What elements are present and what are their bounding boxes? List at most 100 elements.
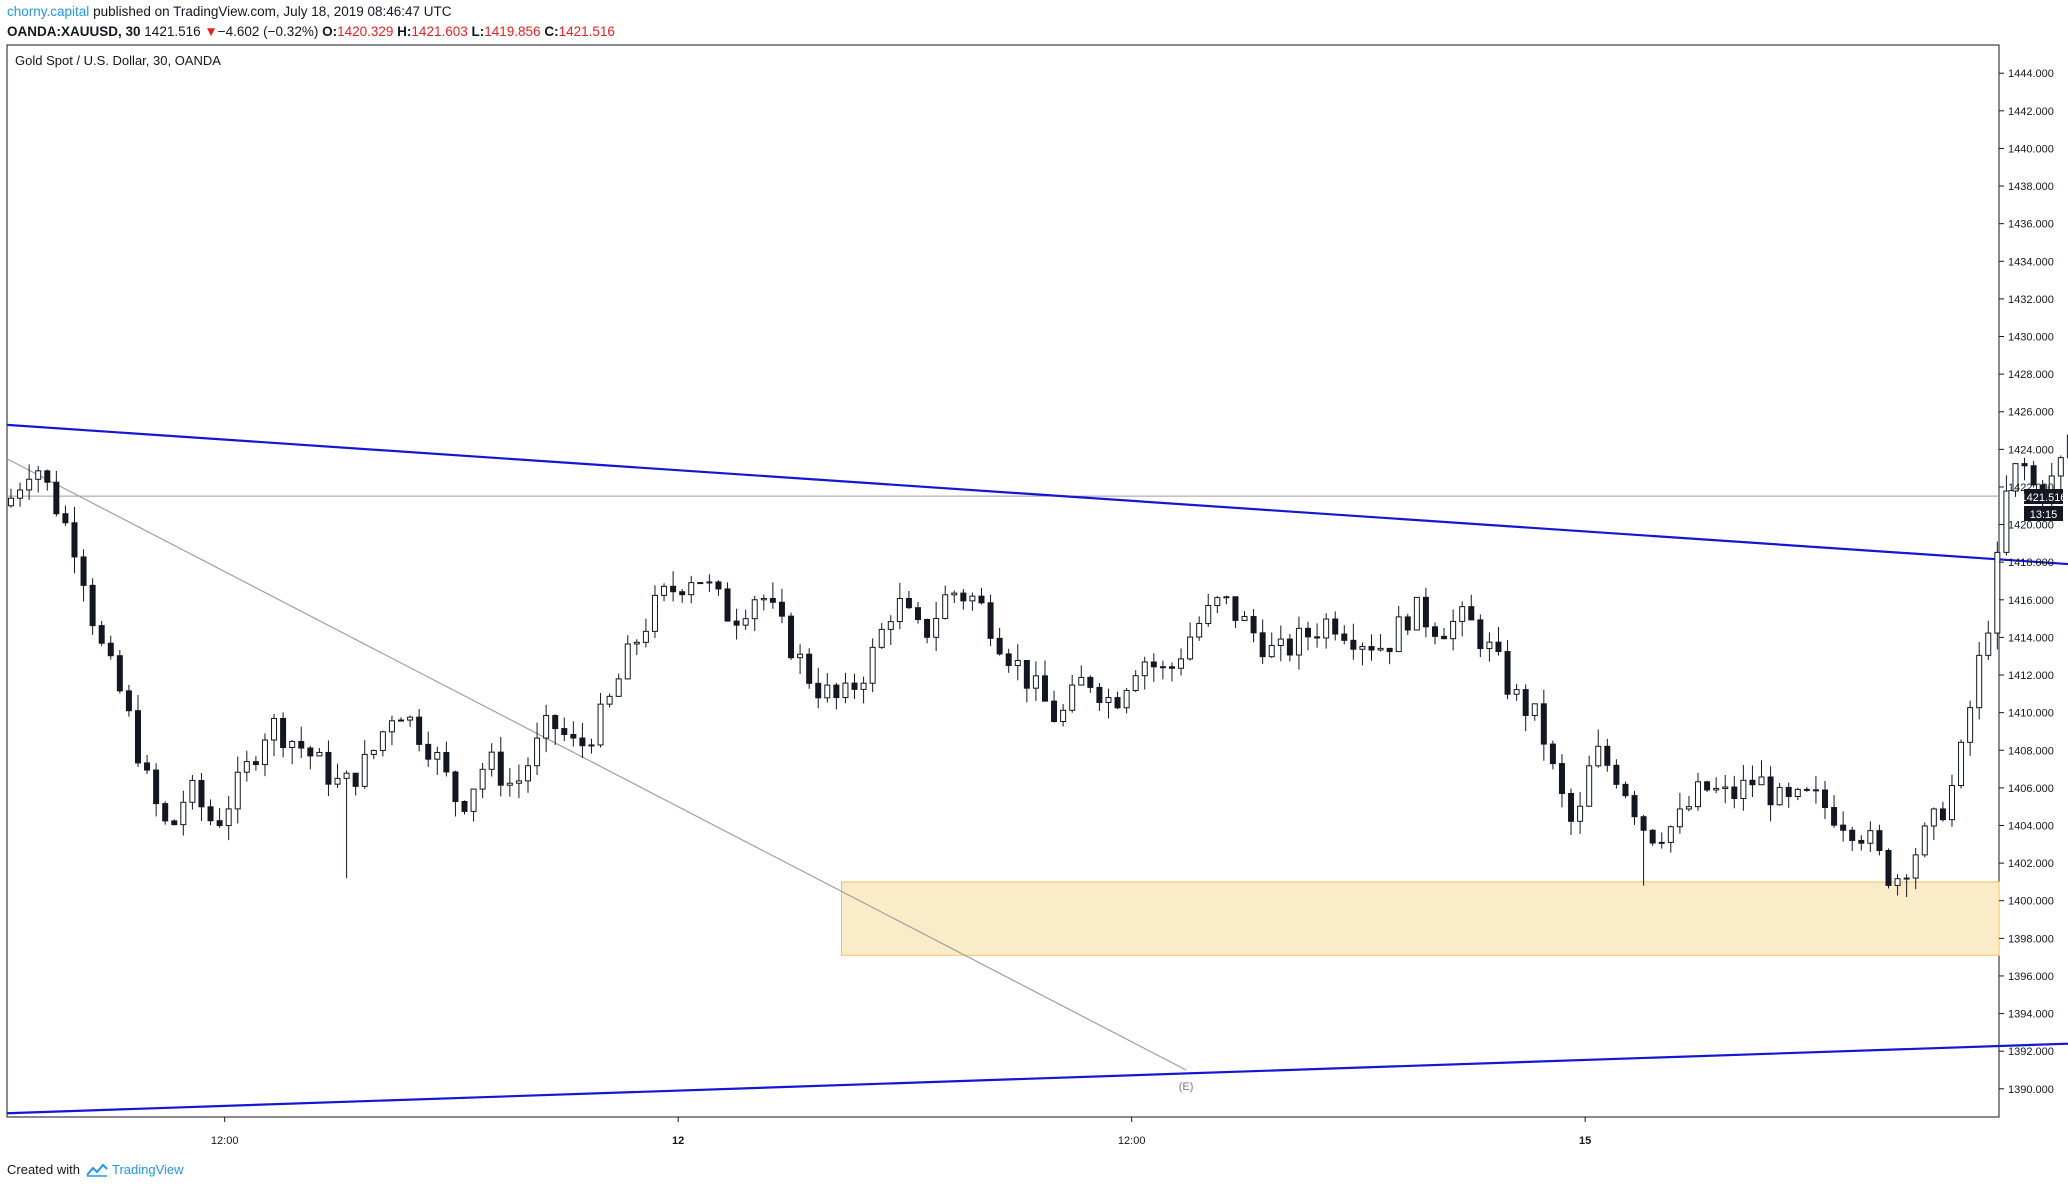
- chart-frame: [6, 44, 2000, 1118]
- symbol-label: OANDA:XAUUSD, 30: [7, 24, 141, 39]
- candle-body: [1812, 789, 1819, 792]
- publish-header: chorny.capital published on TradingView.…: [7, 2, 615, 42]
- candle-body: [1495, 641, 1502, 653]
- candle-body: [679, 591, 686, 596]
- price-tick-label: 1434.000: [2008, 256, 2054, 268]
- candle-body: [697, 582, 704, 585]
- candle-body: [996, 637, 1003, 655]
- drawing-lines-layer: (E): [6, 423, 2068, 1115]
- candle-body: [1994, 551, 2001, 634]
- close-label: C:: [544, 24, 559, 39]
- candle-body: [2057, 457, 2064, 477]
- candle-body: [1005, 653, 1012, 666]
- grey-wave-line: [6, 458, 1187, 1071]
- price-tick-label: 1400.000: [2008, 896, 2054, 908]
- author-link[interactable]: chorny.capital: [7, 4, 90, 19]
- candle-body: [2003, 490, 2010, 553]
- chart-legend-title: Gold Spot / U.S. Dollar, 30, OANDA: [15, 53, 221, 68]
- change-value: −4.602 (−0.32%): [217, 24, 319, 39]
- candle-body: [978, 595, 985, 604]
- candle-body: [806, 653, 813, 684]
- candle-body: [661, 585, 668, 596]
- candle-body: [8, 497, 14, 507]
- candle-body: [1223, 596, 1230, 599]
- price-tick-label: 1436.000: [2008, 219, 2054, 231]
- low-label: L:: [471, 24, 485, 39]
- candle-body: [924, 618, 931, 638]
- price-tick-label: 1426.000: [2008, 407, 2054, 419]
- candle-body: [225, 808, 232, 827]
- candle-body: [1069, 684, 1076, 711]
- candle-body: [715, 581, 722, 590]
- candle-body: [1178, 658, 1185, 669]
- price-tick-label: 1408.000: [2008, 745, 2054, 757]
- candle-body: [1051, 700, 1058, 723]
- candle-body: [1314, 636, 1321, 639]
- candle-body: [933, 618, 940, 638]
- tradingview-logo-icon: [86, 1163, 108, 1177]
- candle-body: [1776, 786, 1783, 806]
- time-tick-label: 12:00: [1118, 1135, 1146, 1147]
- candle-body: [942, 594, 949, 620]
- candle-body: [1441, 635, 1448, 640]
- price-tick-label: 1414.000: [2008, 632, 2054, 644]
- time-axis[interactable]: 12:00 12 12:00 15: [211, 1117, 1591, 1147]
- candle-body: [1395, 616, 1402, 653]
- candle-body: [606, 695, 613, 705]
- candle-body: [1640, 816, 1647, 831]
- candle-body: [1132, 675, 1139, 691]
- candle-body: [162, 803, 169, 822]
- last-price-badge: 1421.516 13:15: [2021, 489, 2066, 521]
- candle-body: [2021, 463, 2028, 467]
- candle-body: [289, 740, 296, 748]
- candle-body: [1041, 675, 1048, 702]
- candle-body: [107, 642, 114, 657]
- candle-body: [552, 715, 559, 730]
- price-axis[interactable]: 1390.000 1392.000 1394.000 1396.000 1398.000…: [1999, 68, 2054, 1096]
- price-tick-label: 1424.000: [2008, 444, 2054, 456]
- candle-body: [497, 751, 504, 786]
- candle-body: [1332, 618, 1339, 635]
- candle-body: [642, 630, 649, 643]
- candle-body: [1695, 781, 1702, 808]
- support-zone-layer: [840, 881, 2000, 956]
- candle-body: [1758, 776, 1765, 786]
- tradingview-brand-link[interactable]: TradingView: [86, 1162, 184, 1177]
- candle-body: [1431, 626, 1438, 637]
- candle-body: [488, 751, 495, 770]
- candle-body: [71, 522, 78, 558]
- candle-body: [1014, 659, 1021, 666]
- time-tick-label: 12: [672, 1135, 684, 1147]
- price-tick-label: 1444.000: [2008, 68, 2054, 80]
- candle-body: [1704, 781, 1711, 791]
- candle-body: [1196, 622, 1203, 638]
- candle-body: [1078, 676, 1085, 686]
- candle-body: [1921, 825, 1928, 856]
- candle-body: [53, 481, 60, 515]
- candle-body: [1123, 689, 1130, 709]
- candle-body: [1540, 703, 1547, 745]
- candle-body: [352, 772, 359, 787]
- candle-body: [198, 779, 205, 808]
- upper-trendline: [6, 423, 2068, 566]
- candle-body: [624, 643, 631, 680]
- candle-body: [1930, 808, 1937, 827]
- price-chart[interactable]: Gold Spot / U.S. Dollar, 30, OANDA (E) 1…: [0, 0, 2068, 1160]
- price-tick-label: 1404.000: [2008, 820, 2054, 832]
- candle-body: [1141, 661, 1148, 677]
- candle-body: [298, 740, 305, 749]
- candle-body: [1876, 830, 1883, 851]
- candle-body: [216, 820, 223, 827]
- candle-body: [1504, 651, 1511, 695]
- price-tick-label: 1432.000: [2008, 294, 2054, 306]
- candle-body: [35, 470, 42, 480]
- candle-body: [62, 513, 69, 524]
- high-label: H:: [397, 24, 412, 39]
- candle-body: [597, 703, 604, 746]
- candle-body: [670, 585, 677, 593]
- open-label: O:: [322, 24, 338, 39]
- candle-body: [1958, 741, 1965, 786]
- candles-layer: [8, 434, 2068, 897]
- candle-body: [1948, 784, 1955, 821]
- candle-body: [1386, 647, 1393, 653]
